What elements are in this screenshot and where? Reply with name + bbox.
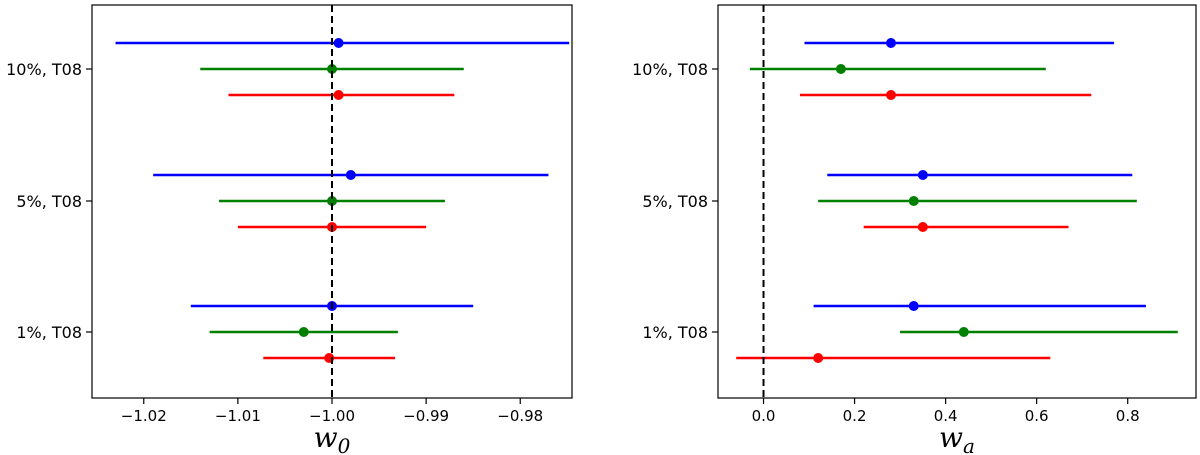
data-point [835,64,846,74]
x-tick-label: 0.0 [752,407,776,425]
category-label: 10%, T08 [632,60,708,79]
x-tick-label: −0.99 [403,407,449,425]
data-point [885,90,896,100]
x-tick-label: −1.02 [121,407,167,425]
category-label: 1%, T08 [642,323,708,342]
category-label: 10%, T08 [6,60,82,79]
x-axis-label-subscript: a [963,434,975,455]
x-tick-label: −1.00 [309,407,355,425]
data-point [345,170,356,180]
data-point [333,90,344,100]
x-axis-label: w0 [314,421,351,455]
category-label: 1%, T08 [16,323,82,342]
data-point [327,196,337,206]
data-point [908,196,919,206]
x-axis-label-subscript: 0 [338,434,351,455]
panel-wa: 0.0 0.2 0.4 0.6 0.8 10%, T08 5%, T08 1%, T08 wa [632,4,1197,455]
category-label: 5%, T08 [642,192,708,211]
x-tick-label: 0.4 [934,407,958,425]
data-point [917,170,928,180]
x-tick-label: 0.6 [1025,407,1049,425]
data-point [908,301,919,311]
category-label: 5%, T08 [16,192,82,211]
panel-w0: −1.02 −1.01 −1.00 −0.99 −0.98 10%, T08 5%, T08… [6,4,573,455]
x-tick-label: 0.2 [843,407,867,425]
data-point [813,353,824,363]
x-axis-label: wa [939,421,975,455]
data-point [333,38,344,48]
data-point [958,327,969,337]
x-tick-label: −0.98 [497,407,543,425]
data-point [917,222,928,232]
data-point [327,64,337,74]
x-tick-label: 0.8 [1116,407,1140,425]
data-point [885,38,896,48]
x-tick-label: −1.01 [215,407,261,425]
x-axis-label-main: w [314,421,338,454]
data-point [298,327,309,337]
x-axis-label-main: w [939,421,963,454]
